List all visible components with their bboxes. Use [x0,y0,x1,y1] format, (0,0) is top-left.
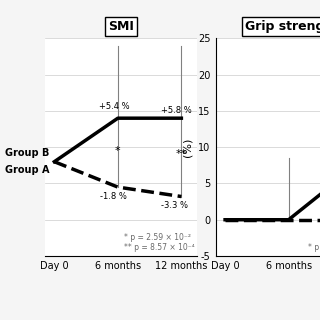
Text: **: ** [176,149,187,159]
Text: Group A: Group A [5,165,49,175]
Y-axis label: (%): (%) [183,138,193,157]
Title: SMI: SMI [108,20,134,33]
Text: +5.8 %: +5.8 % [161,106,192,115]
Text: -3.3 %: -3.3 % [161,201,188,210]
Text: -1.8 %: -1.8 % [100,192,127,201]
Text: * p =: * p = [308,243,320,252]
Text: Group B: Group B [5,148,49,158]
Title: Grip strength: Grip strength [245,20,320,33]
Text: ** p = 8.57 × 10⁻⁴: ** p = 8.57 × 10⁻⁴ [124,243,195,252]
Text: * p = 2.59 × 10⁻²: * p = 2.59 × 10⁻² [124,233,191,242]
Text: *: * [115,146,121,156]
Text: +5.4 %: +5.4 % [99,102,129,111]
